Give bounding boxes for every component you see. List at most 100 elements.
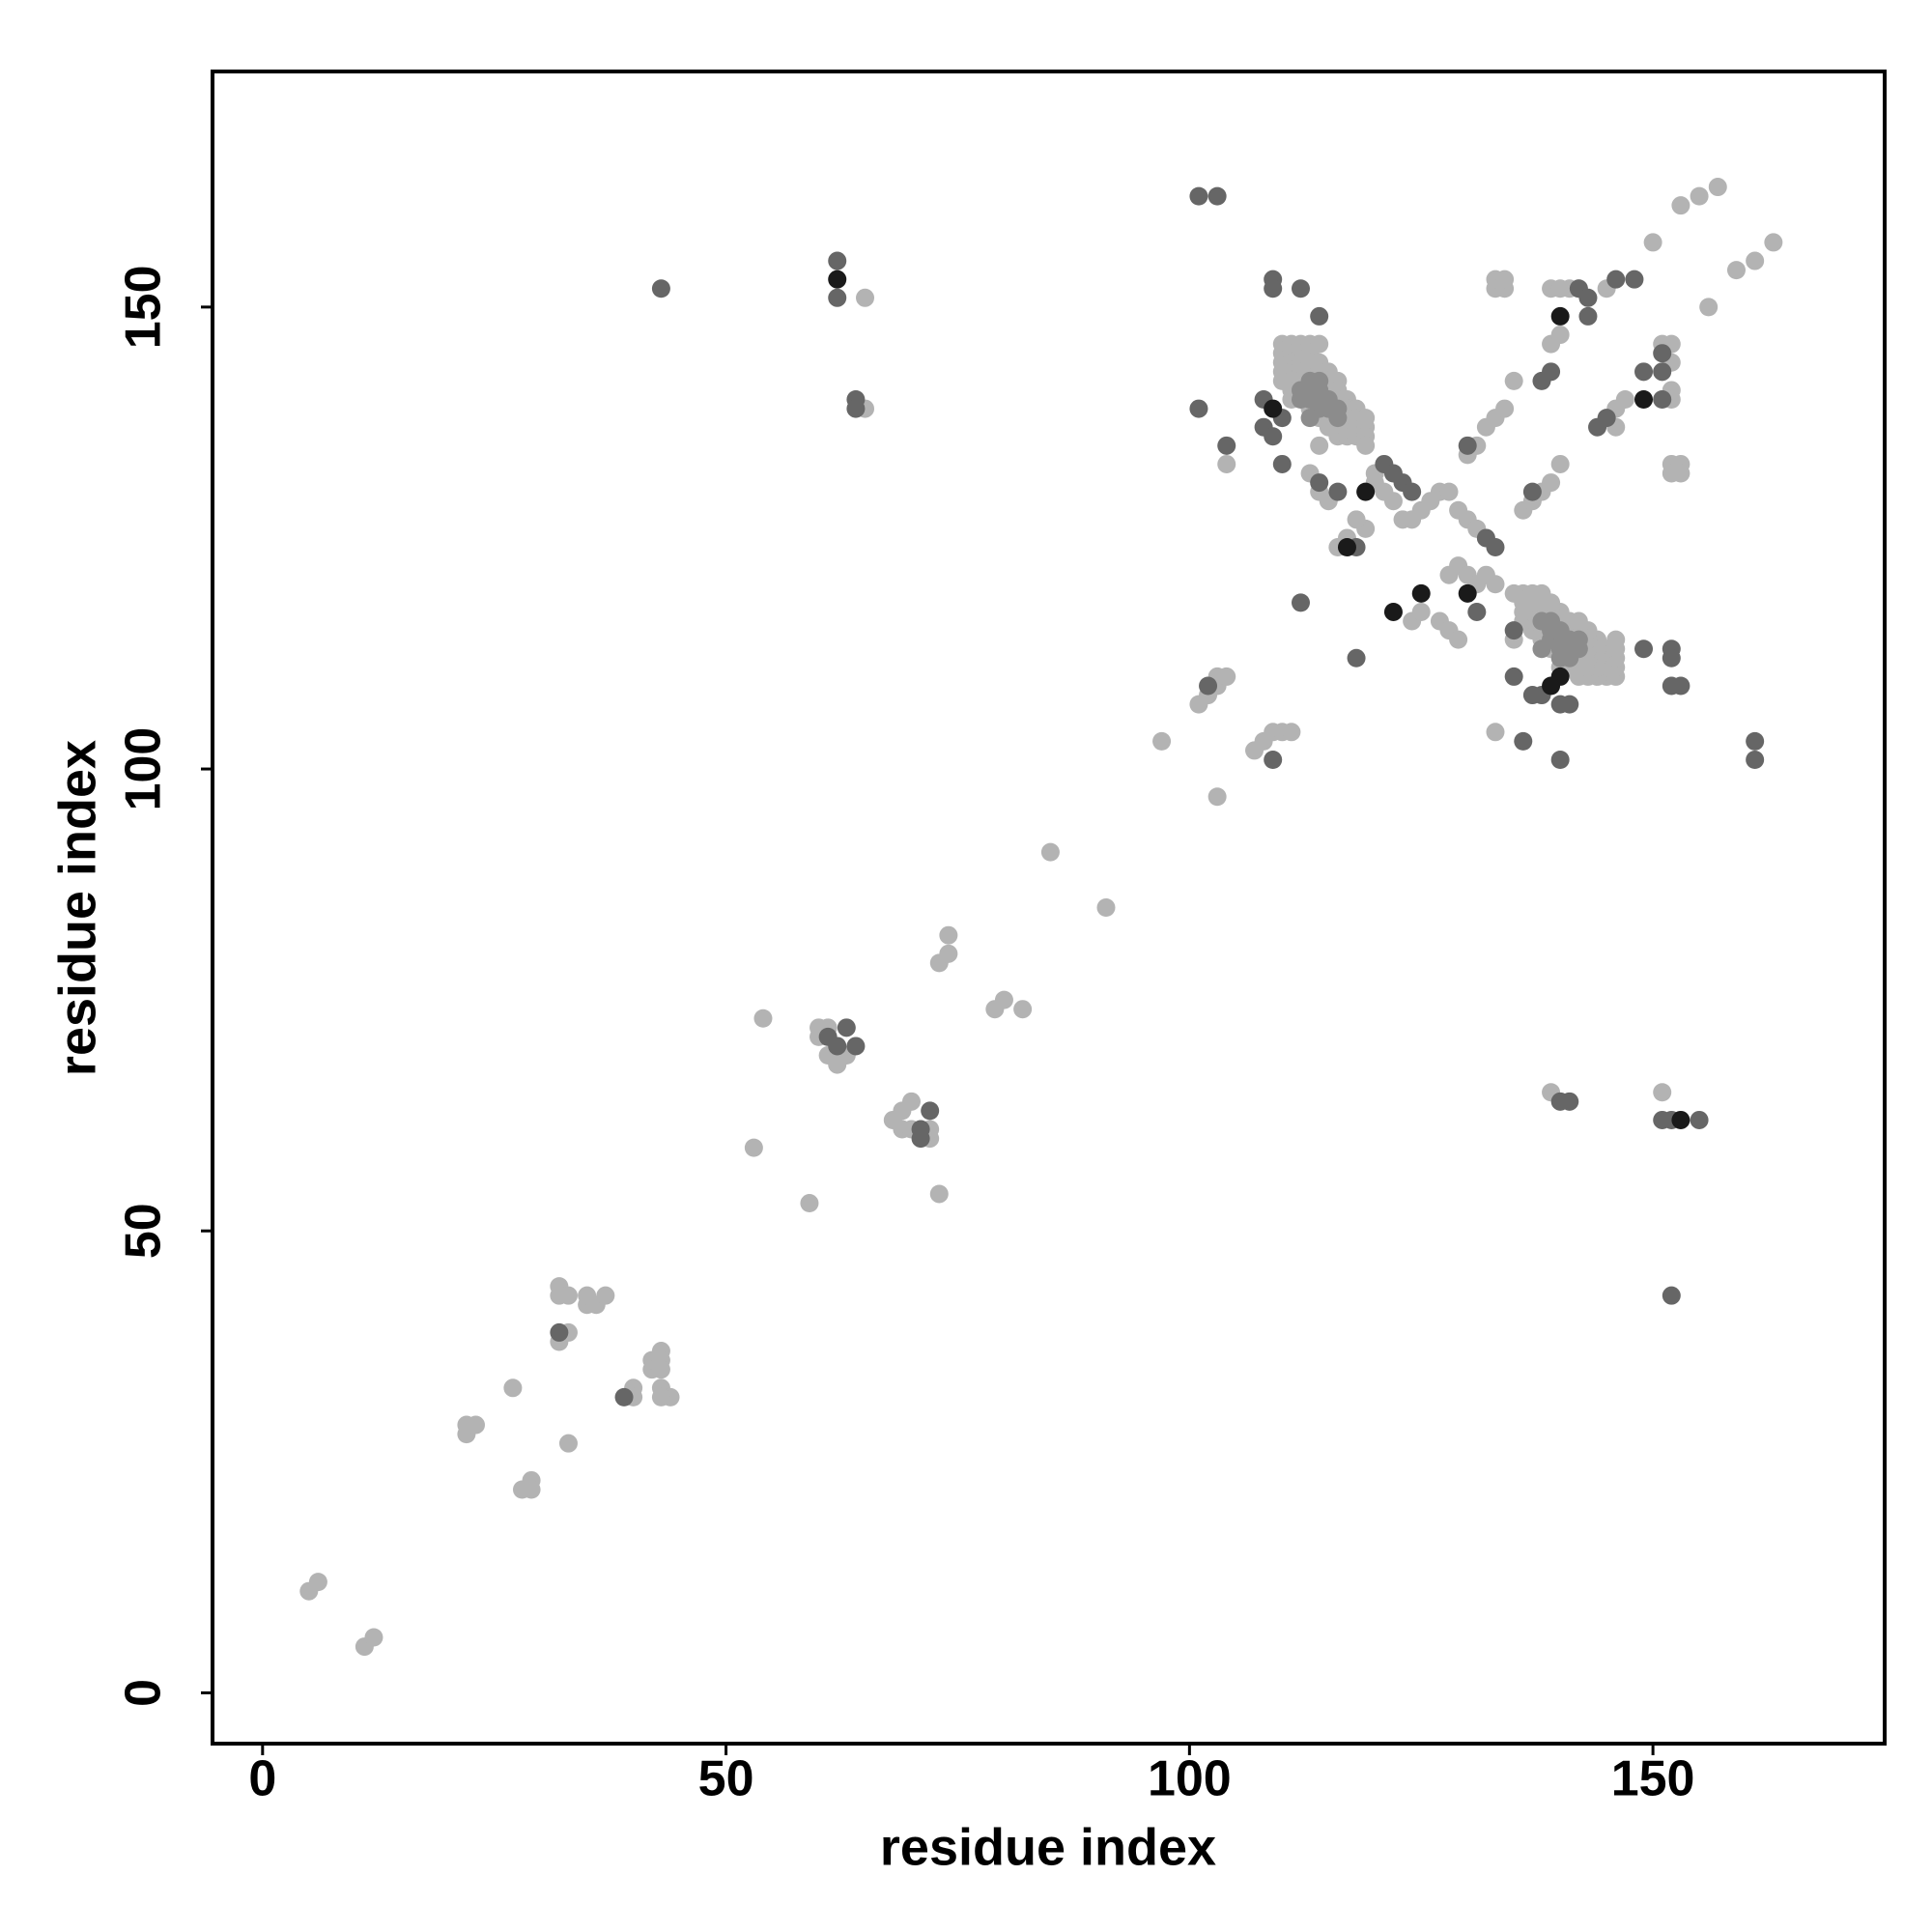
y-tick-label: 50 (116, 1203, 172, 1259)
contact-point (744, 1138, 763, 1157)
contact-point (1264, 279, 1283, 298)
contact-point (457, 1415, 476, 1435)
contact-point (1495, 399, 1515, 418)
contact-point (1690, 186, 1709, 206)
contact-point (1356, 482, 1376, 501)
contact-point (1746, 731, 1765, 751)
contact-point (818, 1027, 838, 1046)
contact-point (800, 1194, 819, 1213)
contact-point (1542, 473, 1561, 493)
contact-point (1653, 344, 1672, 363)
contact-point (753, 1009, 773, 1028)
contact-point (1458, 583, 1477, 603)
contact-point (1208, 787, 1227, 807)
contact-point (1643, 233, 1662, 252)
contact-point (1746, 251, 1765, 270)
contact-point (1653, 362, 1672, 382)
contact-point (1300, 409, 1320, 428)
contact-point (364, 1628, 384, 1647)
contact-point (939, 944, 958, 963)
contact-point (558, 1286, 578, 1305)
contact-point (1449, 630, 1468, 649)
contact-point (1514, 731, 1533, 751)
plot-frame (211, 70, 1887, 1746)
x-tick-label: 150 (1611, 1751, 1695, 1807)
contact-point (1522, 482, 1542, 501)
contact-point (1532, 639, 1551, 659)
contact-point (651, 279, 670, 298)
contact-point (1208, 186, 1227, 206)
contact-point (1264, 427, 1283, 446)
contact-point (1282, 723, 1301, 742)
contact-point (1542, 362, 1561, 382)
contact-point (578, 1286, 597, 1305)
contact-point (1578, 306, 1598, 326)
contact-point (1439, 482, 1459, 501)
contact-point (1337, 538, 1356, 557)
contact-point (846, 1037, 866, 1056)
contact-point (828, 270, 847, 289)
contact-point (1578, 288, 1598, 307)
contact-point (1671, 676, 1690, 696)
contact-point (1560, 1092, 1579, 1111)
y-axis-title: residue index (48, 740, 106, 1076)
contact-point (550, 1322, 569, 1342)
contact-point (1264, 399, 1283, 418)
contact-point (1532, 611, 1551, 631)
contact-point (856, 288, 875, 307)
y-tick-label: 100 (116, 727, 172, 811)
y-tick-label: 150 (116, 265, 172, 349)
contact-point (1708, 178, 1727, 197)
contact-point (1328, 482, 1348, 501)
contact-point (1597, 409, 1616, 428)
contact-point (558, 1434, 578, 1453)
contact-point (1634, 639, 1654, 659)
contact-point (939, 925, 958, 945)
contact-point (1291, 593, 1310, 612)
contact-point (1550, 648, 1570, 668)
contact-point (1671, 464, 1690, 483)
contact-point (1726, 261, 1746, 280)
contact-point (921, 1101, 940, 1121)
contact-point (1347, 510, 1366, 529)
x-tick-label: 50 (698, 1751, 754, 1807)
contact-point (1411, 583, 1431, 603)
contact-point (828, 251, 847, 270)
contact-point (1411, 602, 1431, 621)
contact-point (522, 1480, 541, 1499)
contact-point (1634, 390, 1654, 410)
contact-point (1625, 270, 1644, 289)
contact-point (1096, 898, 1116, 917)
contact-point (1347, 648, 1366, 668)
contact-point (1189, 186, 1208, 206)
contact-point (651, 1360, 670, 1379)
contact-point (1550, 454, 1570, 473)
contact-point (1486, 538, 1505, 557)
contact-point (1310, 306, 1329, 326)
contact-point (503, 1378, 523, 1398)
contact-point (1504, 621, 1523, 640)
contact-point (1291, 390, 1310, 410)
contact-point (1560, 695, 1579, 714)
x-axis-title: residue index (880, 1818, 1216, 1876)
contact-point (1550, 750, 1570, 769)
contact-point (1653, 1110, 1672, 1129)
contact-point (1606, 630, 1626, 649)
contact-point (1310, 334, 1329, 354)
contact-point (1217, 436, 1236, 455)
contact-point (1550, 326, 1570, 345)
contact-point (1310, 473, 1329, 493)
contact-point (1653, 1083, 1672, 1102)
contact-point (828, 288, 847, 307)
contact-point (1383, 492, 1403, 511)
contact-point (1542, 676, 1561, 696)
contact-point (846, 399, 866, 418)
x-tick-label: 0 (248, 1751, 276, 1807)
contact-point (1272, 454, 1292, 473)
contact-point (1746, 750, 1765, 769)
contact-point (1310, 436, 1329, 455)
contact-point (1152, 731, 1172, 751)
contact-point (1486, 575, 1505, 594)
contact-point (929, 1184, 949, 1204)
